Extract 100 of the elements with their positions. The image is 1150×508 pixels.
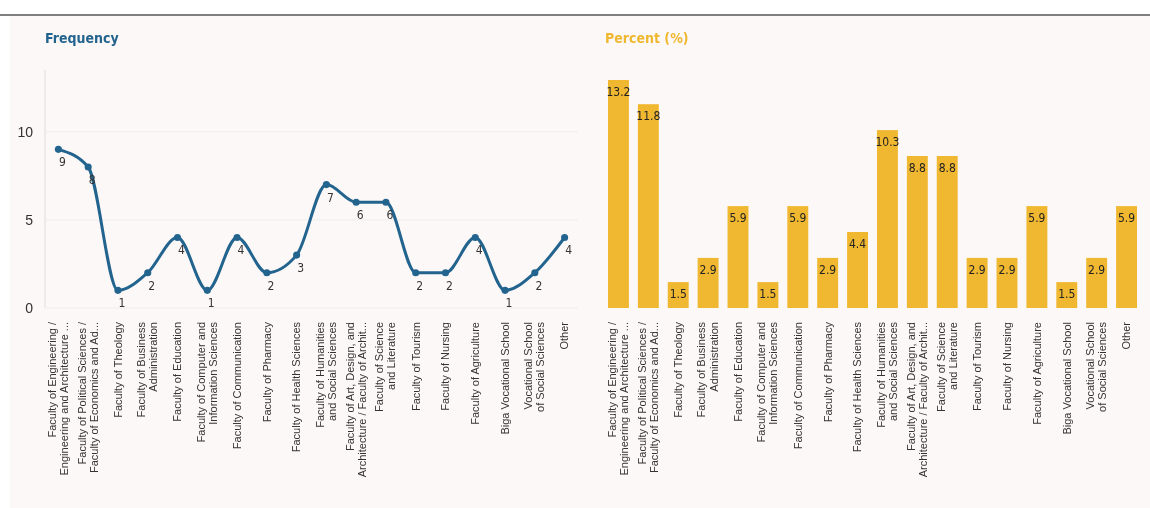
x-tick-label: Faculty of Pharmacy bbox=[821, 321, 834, 423]
point bbox=[531, 269, 539, 277]
x-tick-label: Faculty of Engineering / Engineering and Architecture ... bbox=[45, 321, 70, 476]
x-tick-label: Faculty of Communication bbox=[791, 322, 804, 450]
x-tick-label: Other bbox=[1120, 321, 1133, 350]
x-tick-label: Faculty of Humanities and Social Sciences bbox=[874, 321, 899, 428]
point bbox=[54, 145, 62, 153]
bar bbox=[697, 257, 719, 308]
bar bbox=[876, 130, 898, 308]
bar bbox=[936, 156, 958, 308]
x-tick-label: Faculty of Tourism bbox=[409, 322, 422, 412]
x-tick-label: Vocational School of Social Sciences bbox=[522, 321, 547, 412]
bar bbox=[637, 104, 659, 308]
x-tick-label: Faculty of Health Sciences bbox=[290, 321, 303, 453]
data-label: 5.9 bbox=[1117, 211, 1136, 226]
x-tick-label: Faculty of Engineering / Engineering and Architecture ... bbox=[605, 321, 630, 476]
y-tick-label: 0 bbox=[25, 299, 34, 316]
data-label: 2 bbox=[148, 278, 156, 293]
chart-title: Percent (%) bbox=[605, 30, 689, 46]
x-tick-label: Faculty of Nursing bbox=[439, 322, 452, 411]
x-tick-label: Faculty of Business Administration bbox=[135, 321, 160, 418]
x-tick-label: Biga Vocational School bbox=[1060, 322, 1073, 435]
data-label: 1 bbox=[118, 296, 126, 311]
x-tick-label: Faculty of Agriculture bbox=[469, 322, 482, 425]
data-label: 8 bbox=[88, 172, 96, 187]
bar bbox=[1116, 206, 1138, 308]
x-tick-label: Faculty of Political Sciences / Faculty of Economics and Ad... bbox=[75, 321, 100, 474]
data-label: 2 bbox=[535, 278, 543, 293]
bar bbox=[607, 80, 629, 308]
x-tick-label: Faculty of Political Sciences / Faculty of Economics and Ad... bbox=[635, 321, 660, 474]
data-label: 8.8 bbox=[908, 161, 927, 175]
data-label: 6 bbox=[386, 208, 394, 223]
data-label: 3 bbox=[297, 261, 305, 276]
point bbox=[501, 286, 509, 294]
x-tick-label: Faculty of Tourism bbox=[970, 322, 983, 412]
bar bbox=[906, 156, 928, 308]
data-label: 4 bbox=[178, 243, 186, 258]
x-tick-label: Vocational School of Social Sciences bbox=[1084, 321, 1109, 412]
x-tick-label: Faculty of Art, Design, and Architecture / Faculty of Archit... bbox=[343, 322, 368, 478]
point bbox=[561, 233, 569, 242]
point bbox=[441, 269, 450, 277]
bar bbox=[966, 257, 988, 308]
point bbox=[471, 233, 479, 242]
data-label: 4 bbox=[565, 243, 573, 258]
x-tick-label: Faculty of Education bbox=[171, 322, 184, 422]
point bbox=[352, 198, 360, 206]
y-tick-label: 5 bbox=[25, 211, 34, 228]
x-tick-label: Faculty of Business Administration bbox=[695, 321, 720, 418]
data-label: 2 bbox=[446, 278, 453, 293]
x-tick-label: Faculty of Nursing bbox=[1000, 322, 1013, 411]
bar bbox=[847, 232, 869, 308]
x-tick-label: Faculty of Art, Design, and Architecture / Faculty of Archit... bbox=[904, 322, 929, 478]
data-label: 1.5 bbox=[759, 287, 777, 302]
x-tick-label: Faculty of Computer and Information Sciences bbox=[194, 321, 219, 443]
data-label: 4 bbox=[237, 243, 245, 258]
point bbox=[203, 286, 211, 294]
point bbox=[263, 269, 271, 277]
data-label: 1 bbox=[207, 296, 215, 311]
data-label: 5.9 bbox=[729, 211, 747, 226]
data-label: 2.9 bbox=[968, 262, 986, 277]
point bbox=[144, 269, 152, 277]
x-tick-label: Biga Vocational School bbox=[498, 322, 511, 435]
x-tick-label: Faculty of Theology bbox=[111, 321, 124, 418]
x-tick-label: Faculty of Health Sciences bbox=[851, 321, 864, 453]
data-label: 2.9 bbox=[819, 262, 837, 277]
x-tick-label: Faculty of Agriculture bbox=[1030, 322, 1043, 425]
chart-title: Frequency bbox=[45, 30, 119, 46]
x-tick-label: Faculty of Pharmacy bbox=[260, 321, 273, 423]
data-label: 5.9 bbox=[1028, 211, 1046, 226]
x-tick-label: Faculty of Computer and Information Sciences bbox=[755, 321, 780, 443]
bar bbox=[787, 206, 809, 308]
y-tick-label: 10 bbox=[17, 123, 34, 140]
data-label: 4.4 bbox=[848, 237, 867, 251]
x-tick-label: Faculty of Theology bbox=[672, 321, 685, 418]
data-label: 2.9 bbox=[1088, 262, 1106, 277]
point bbox=[382, 198, 390, 206]
point bbox=[173, 233, 182, 242]
point bbox=[84, 163, 92, 171]
point bbox=[412, 269, 420, 277]
data-label: 4 bbox=[475, 243, 483, 258]
data-label: 1 bbox=[505, 296, 513, 311]
data-label: 7 bbox=[326, 190, 334, 205]
data-label: 1.5 bbox=[669, 287, 687, 302]
point bbox=[233, 233, 241, 242]
x-tick-label: Faculty of Education bbox=[731, 322, 744, 422]
data-label: 9 bbox=[58, 155, 66, 170]
point bbox=[322, 181, 330, 189]
data-label: 5.9 bbox=[789, 211, 807, 226]
x-tick-label: Faculty of Humanities and Social Sciences bbox=[313, 321, 338, 428]
bar bbox=[817, 257, 839, 308]
bar bbox=[727, 206, 749, 308]
bar bbox=[1026, 206, 1048, 308]
data-label: 8.8 bbox=[938, 161, 956, 175]
point bbox=[293, 251, 301, 259]
data-label: 2 bbox=[267, 278, 275, 293]
x-tick-label: Other bbox=[558, 321, 571, 350]
bar bbox=[1086, 257, 1108, 308]
data-label: 2.9 bbox=[699, 262, 717, 277]
point bbox=[114, 286, 122, 294]
data-label: 6 bbox=[356, 208, 364, 223]
